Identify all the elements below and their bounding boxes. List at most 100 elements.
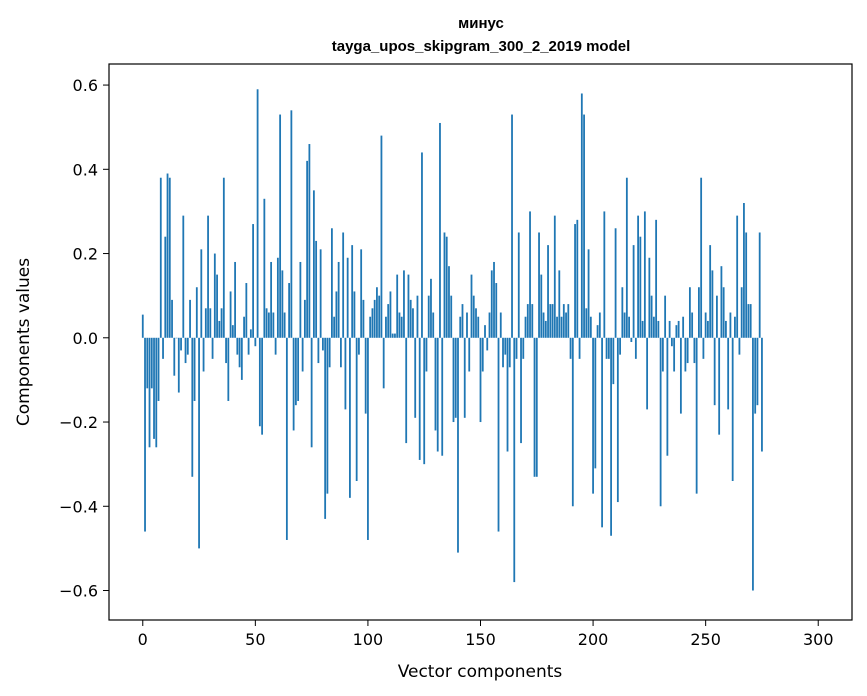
y-axis-ticks: −0.6 −0.4 −0.2 0.0 0.2 0.4 0.6 bbox=[59, 76, 109, 601]
bar bbox=[425, 337, 428, 372]
bar bbox=[747, 304, 750, 338]
bar bbox=[249, 329, 252, 338]
bar bbox=[191, 337, 194, 477]
bar bbox=[436, 337, 439, 452]
bar bbox=[321, 337, 324, 351]
bar bbox=[486, 337, 489, 351]
bar bbox=[598, 312, 601, 338]
bar bbox=[333, 316, 336, 338]
bar bbox=[209, 308, 212, 338]
bar bbox=[729, 312, 732, 338]
bar bbox=[378, 295, 381, 338]
bar bbox=[709, 245, 712, 338]
bar bbox=[403, 270, 405, 338]
bar bbox=[303, 299, 306, 338]
bar bbox=[414, 337, 417, 418]
bar bbox=[479, 337, 482, 423]
bar bbox=[506, 337, 509, 452]
bar bbox=[373, 299, 376, 338]
bar bbox=[481, 337, 484, 372]
bar bbox=[736, 215, 739, 338]
bar bbox=[265, 308, 268, 338]
bar bbox=[542, 312, 545, 338]
bar bbox=[171, 299, 173, 338]
bar bbox=[427, 295, 430, 338]
bar bbox=[641, 320, 644, 338]
bar bbox=[297, 337, 300, 401]
bar bbox=[421, 152, 423, 338]
bar bbox=[405, 337, 408, 444]
bar bbox=[484, 325, 486, 338]
bar bbox=[342, 232, 345, 338]
bar bbox=[574, 224, 576, 338]
bar bbox=[252, 224, 254, 338]
bar bbox=[677, 320, 680, 338]
bar bbox=[612, 337, 615, 385]
bar bbox=[344, 337, 347, 410]
bar bbox=[556, 316, 558, 338]
bar bbox=[198, 337, 200, 549]
bar bbox=[391, 333, 394, 338]
bar bbox=[621, 287, 624, 338]
bar bbox=[450, 295, 453, 338]
bar bbox=[355, 337, 358, 481]
bar bbox=[184, 337, 187, 364]
bar bbox=[159, 177, 162, 338]
bar bbox=[247, 337, 250, 355]
bar bbox=[628, 316, 631, 338]
bar bbox=[180, 337, 182, 351]
bar bbox=[623, 312, 626, 338]
bar bbox=[673, 337, 676, 372]
bar bbox=[144, 337, 146, 532]
bar bbox=[666, 337, 669, 456]
bar bbox=[288, 283, 291, 338]
bar bbox=[718, 337, 721, 435]
bar bbox=[707, 320, 709, 338]
bar bbox=[353, 291, 356, 338]
bar bbox=[261, 337, 264, 435]
bar bbox=[650, 295, 653, 338]
bar bbox=[508, 337, 511, 368]
bar bbox=[758, 232, 761, 338]
bar bbox=[385, 316, 387, 338]
bar bbox=[477, 316, 480, 338]
bar bbox=[553, 215, 556, 338]
bar bbox=[175, 337, 178, 339]
bar bbox=[443, 232, 446, 338]
bar bbox=[432, 312, 435, 338]
bar bbox=[517, 232, 520, 338]
bar bbox=[234, 261, 236, 338]
bar bbox=[630, 337, 633, 342]
bar bbox=[279, 114, 282, 338]
bar bbox=[155, 337, 158, 448]
bar bbox=[394, 333, 396, 338]
bar bbox=[578, 337, 581, 359]
bar bbox=[153, 337, 155, 439]
bar bbox=[407, 274, 410, 338]
bar bbox=[470, 274, 473, 338]
bar bbox=[243, 316, 245, 338]
y-axis-label: Components values bbox=[14, 258, 34, 426]
bar bbox=[220, 308, 223, 338]
bar bbox=[274, 337, 277, 355]
bar bbox=[168, 177, 171, 338]
bar bbox=[670, 337, 673, 347]
bar bbox=[263, 198, 266, 338]
bar bbox=[504, 337, 507, 355]
bar bbox=[659, 337, 662, 507]
bar bbox=[272, 312, 275, 338]
x-tick-label: 200 bbox=[578, 630, 609, 649]
bar bbox=[146, 337, 149, 389]
bar bbox=[567, 304, 570, 338]
bar bbox=[317, 337, 320, 364]
bar bbox=[549, 304, 552, 338]
bar bbox=[364, 337, 367, 414]
bar bbox=[418, 337, 421, 460]
bar bbox=[472, 295, 475, 338]
bar bbox=[592, 337, 594, 494]
bar bbox=[448, 266, 450, 338]
bar bbox=[625, 177, 628, 338]
bar bbox=[619, 337, 621, 355]
bar bbox=[693, 337, 696, 364]
